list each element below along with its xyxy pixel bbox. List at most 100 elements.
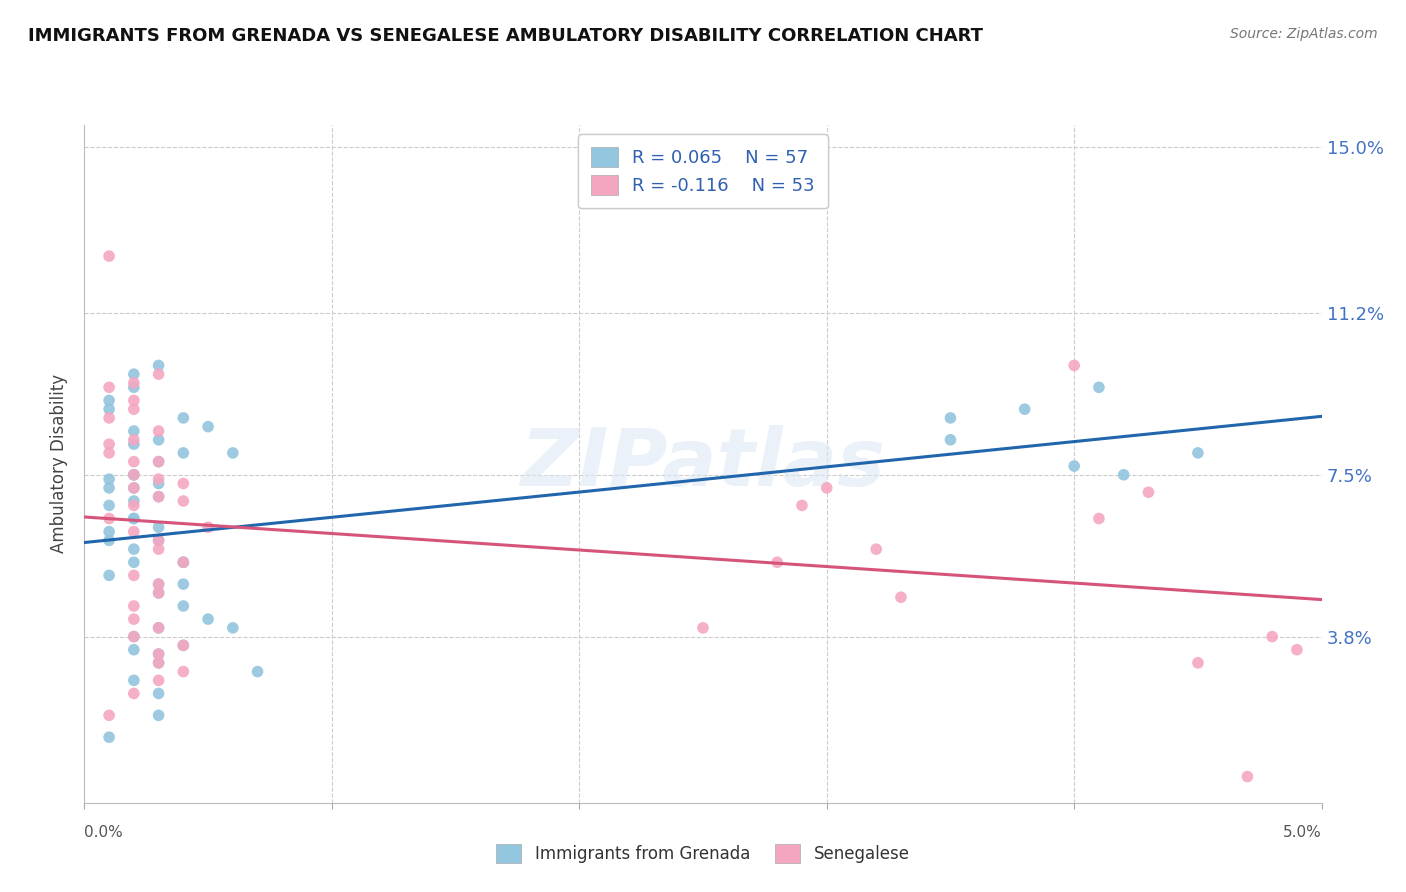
Point [1088,511,1111,525]
Point [148,577,170,591]
Point [98,524,121,539]
Point [148,586,170,600]
Point [122,511,145,525]
Point [122,686,145,700]
Point [815,481,838,495]
Point [790,499,813,513]
Point [197,419,219,434]
Point [172,411,194,425]
Point [148,533,170,548]
Point [246,665,269,679]
Point [172,555,194,569]
Point [122,642,145,657]
Point [148,433,170,447]
Point [172,476,194,491]
Point [98,708,121,723]
Point [122,467,145,482]
Point [890,591,912,605]
Point [197,612,219,626]
Point [122,673,145,688]
Point [122,393,145,408]
Point [222,446,245,460]
Text: IMMIGRANTS FROM GRENADA VS SENEGALESE AMBULATORY DISABILITY CORRELATION CHART: IMMIGRANTS FROM GRENADA VS SENEGALESE AM… [28,27,983,45]
Point [122,402,145,417]
Point [148,424,170,438]
Point [172,638,194,652]
Point [1187,656,1209,670]
Point [865,542,887,557]
Point [98,481,121,495]
Point [172,577,194,591]
Point [172,665,194,679]
Point [1137,485,1160,500]
Point [172,555,194,569]
Point [98,533,121,548]
Point [148,647,170,661]
Point [172,638,194,652]
Point [98,511,121,525]
Point [148,708,170,723]
Point [98,411,121,425]
Point [1236,770,1258,784]
Point [148,621,170,635]
Point [222,621,245,635]
Point [1112,467,1135,482]
Point [148,533,170,548]
Point [148,455,170,469]
Point [98,249,121,263]
Text: 0.0%: 0.0% [84,825,124,840]
Legend: R = 0.065    N = 57, R = -0.116    N = 53: R = 0.065 N = 57, R = -0.116 N = 53 [578,134,828,208]
Point [172,446,194,460]
Point [197,520,219,534]
Point [98,380,121,394]
Point [148,621,170,635]
Point [148,542,170,557]
Point [122,424,145,438]
Text: 5.0%: 5.0% [1282,825,1322,840]
Point [148,359,170,373]
Point [122,599,145,613]
Point [148,656,170,670]
Point [122,481,145,495]
Point [148,455,170,469]
Point [148,647,170,661]
Point [98,499,121,513]
Point [939,433,962,447]
Point [122,630,145,644]
Point [98,730,121,744]
Point [939,411,962,425]
Point [148,490,170,504]
Point [98,568,121,582]
Point [1261,630,1284,644]
Point [148,673,170,688]
Point [98,402,121,417]
Point [122,467,145,482]
Point [172,494,194,508]
Point [1088,380,1111,394]
Point [122,630,145,644]
Point [122,542,145,557]
Point [122,555,145,569]
Point [98,472,121,486]
Point [766,555,789,569]
Point [122,437,145,451]
Point [122,433,145,447]
Y-axis label: Ambulatory Disability: Ambulatory Disability [51,375,69,553]
Point [148,577,170,591]
Point [148,476,170,491]
Point [122,455,145,469]
Point [98,446,121,460]
Point [122,367,145,381]
Point [148,520,170,534]
Point [1285,642,1308,657]
Point [148,490,170,504]
Point [122,467,145,482]
Point [172,599,194,613]
Point [122,481,145,495]
Point [692,621,714,635]
Point [122,380,145,394]
Point [122,568,145,582]
Point [122,524,145,539]
Legend: Immigrants from Grenada, Senegalese: Immigrants from Grenada, Senegalese [485,832,921,875]
Point [98,437,121,451]
